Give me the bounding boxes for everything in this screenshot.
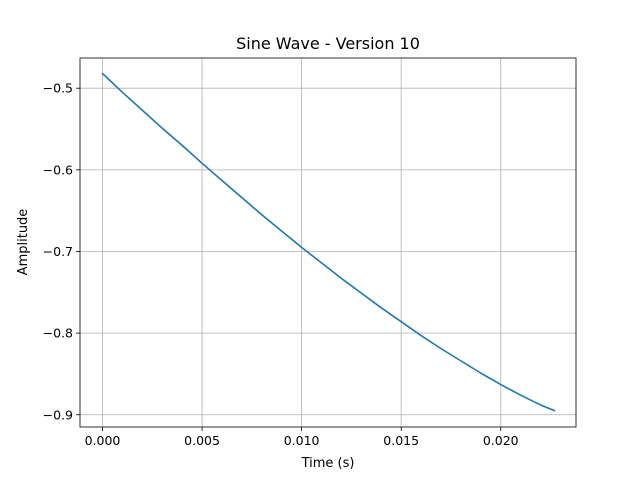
- y-tick-label: −0.7: [43, 244, 73, 259]
- axis-ticks: 0.000 0.005 0.010 0.015 0.020 −0.5 −0.6 −0.7 −0.…: [43, 81, 519, 448]
- y-tick-label: −0.9: [43, 407, 73, 422]
- y-tick-label: −0.8: [43, 326, 73, 341]
- x-tick-label: 0.010: [284, 433, 320, 448]
- x-tick-label: 0.015: [383, 433, 419, 448]
- y-tick-label: −0.5: [43, 81, 73, 96]
- x-axis-label: Time (s): [301, 456, 355, 471]
- x-tick-label: 0.000: [85, 433, 121, 448]
- series-layer: [101, 72, 556, 412]
- series-line: [101, 72, 556, 412]
- y-axis-label: Amplitude: [16, 209, 31, 276]
- x-tick-label: 0.020: [483, 433, 519, 448]
- y-tick-label: −0.6: [43, 162, 73, 177]
- plot-frame: [79, 57, 577, 428]
- grid-lines: [80, 58, 576, 427]
- plot-area: [80, 58, 576, 427]
- x-tick-label: 0.005: [184, 433, 220, 448]
- chart-title: Sine Wave - Version 10: [236, 34, 420, 53]
